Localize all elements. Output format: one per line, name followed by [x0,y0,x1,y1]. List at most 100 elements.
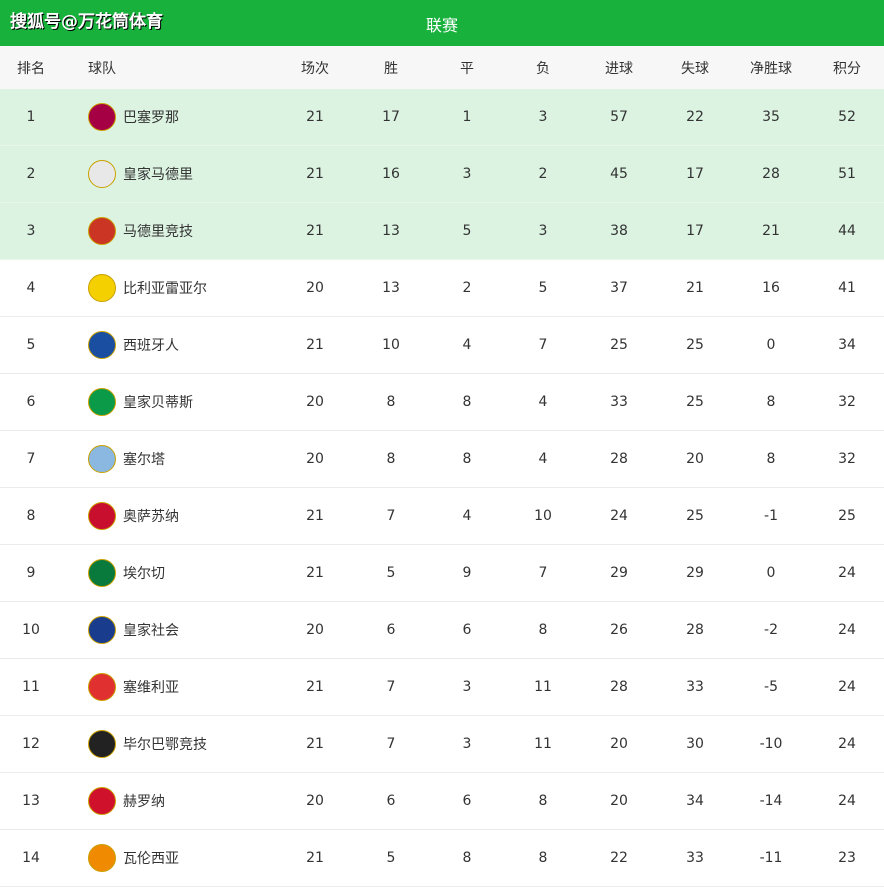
table-row[interactable]: 8 奥萨苏纳 21 7 4 10 24 25 -1 25 [0,488,884,545]
cell: 7 [26,451,36,467]
header-label: 失球 [681,60,709,77]
cell: 6 [26,394,36,410]
cell: 28 [610,679,628,695]
cell: 25 [686,337,704,353]
cell: 24 [610,508,628,524]
cell: 17 [686,166,704,182]
cell: 3 [462,166,472,182]
cell: 51 [838,166,856,182]
cell: 3 [26,223,36,239]
cell: 5 [386,565,396,581]
team-cell: 马德里竞技 [88,203,193,259]
cell: 30 [686,736,704,752]
cell: 52 [838,109,856,125]
header-label: 进球 [605,60,633,77]
team-cell: 比利亚雷亚尔 [88,260,207,316]
table-row[interactable]: 9 埃尔切 21 5 9 7 29 29 0 24 [0,545,884,602]
cell: 5 [462,223,472,239]
cell: 37 [610,280,628,296]
cell: 21 [306,337,324,353]
table-row[interactable]: 3 马德里竞技 21 13 5 3 38 17 21 44 [0,203,884,260]
cell: 4 [538,451,548,467]
cell: 8 [462,394,472,410]
cell: 20 [306,451,324,467]
cell: 38 [610,223,628,239]
cell: 21 [686,280,704,296]
cell: 3 [538,109,548,125]
cell: 24 [838,793,856,809]
team-logo-icon [88,274,116,302]
header-label: 负 [536,60,550,77]
cell: 25 [686,394,704,410]
cell: 11 [534,679,552,695]
cell: 25 [838,508,856,524]
table-row[interactable]: 4 比利亚雷亚尔 20 13 2 5 37 21 16 41 [0,260,884,317]
header-label: 场次 [301,60,329,77]
cell: 21 [306,850,324,866]
table-row[interactable]: 2 皇家马德里 21 16 3 2 45 17 28 51 [0,146,884,203]
team-logo-icon [88,331,116,359]
team-name: 比利亚雷亚尔 [123,281,207,297]
cell: 5 [26,337,36,353]
cell: 17 [382,109,400,125]
cell: 57 [610,109,628,125]
cell: 7 [386,736,396,752]
table-row[interactable]: 10 皇家社会 20 6 6 8 26 28 -2 24 [0,602,884,659]
cell: 21 [306,736,324,752]
team-logo-icon [88,844,116,872]
cell: 34 [838,337,856,353]
cell: 26 [610,622,628,638]
team-cell: 巴塞罗那 [88,89,179,145]
cell: -5 [764,679,778,695]
cell: 8 [26,508,36,524]
table-row[interactable]: 13 赫罗纳 20 6 6 8 20 34 -14 24 [0,773,884,830]
header-label: 排名 [17,60,45,77]
cell: 16 [762,280,780,296]
team-cell: 塞维利亚 [88,659,179,715]
cell: 1 [462,109,472,125]
page-title: 联赛 [425,16,458,35]
cell: 32 [838,394,856,410]
cell: 7 [538,337,548,353]
table-row[interactable]: 14 瓦伦西亚 21 5 8 8 22 33 -11 23 [0,830,884,887]
cell: 8 [766,394,776,410]
cell: 11 [22,679,40,695]
header-team: 球队 [88,46,116,89]
cell: 24 [838,565,856,581]
cell: 4 [462,337,472,353]
table-row[interactable]: 12 毕尔巴鄂竞技 21 7 3 11 20 30 -10 24 [0,716,884,773]
cell: 13 [382,223,400,239]
cell: 25 [610,337,628,353]
cell: 28 [686,622,704,638]
cell: 10 [534,508,552,524]
cell: 41 [838,280,856,296]
cell: 3 [538,223,548,239]
table-row[interactable]: 7 塞尔塔 20 8 8 4 28 20 8 32 [0,431,884,488]
team-cell: 毕尔巴鄂竞技 [88,716,207,772]
team-cell: 瓦伦西亚 [88,830,179,886]
table-row[interactable]: 5 西班牙人 21 10 4 7 25 25 0 34 [0,317,884,374]
cell: 20 [306,622,324,638]
table-row[interactable]: 6 皇家贝蒂斯 20 8 8 4 33 25 8 32 [0,374,884,431]
header-label: 胜 [384,60,398,77]
cell: 29 [686,565,704,581]
team-name: 瓦伦西亚 [123,851,179,867]
header-label: 球队 [88,60,116,77]
cell: -2 [764,622,778,638]
team-logo-icon [88,160,116,188]
cell: 2 [538,166,548,182]
table-row[interactable]: 11 塞维利亚 21 7 3 11 28 33 -5 24 [0,659,884,716]
watermark: 搜狐号@万花筒体育 [10,12,163,32]
table-row[interactable]: 1 巴塞罗那 21 17 1 3 57 22 35 52 [0,89,884,146]
team-cell: 西班牙人 [88,317,179,373]
team-name: 塞维利亚 [123,680,179,696]
cell: 10 [382,337,400,353]
cell: 21 [306,109,324,125]
team-logo-icon [88,388,116,416]
cell: 17 [686,223,704,239]
team-name: 奥萨苏纳 [123,509,179,525]
cell: 16 [382,166,400,182]
team-cell: 皇家社会 [88,602,179,658]
cell: 4 [462,508,472,524]
cell: 12 [22,736,40,752]
